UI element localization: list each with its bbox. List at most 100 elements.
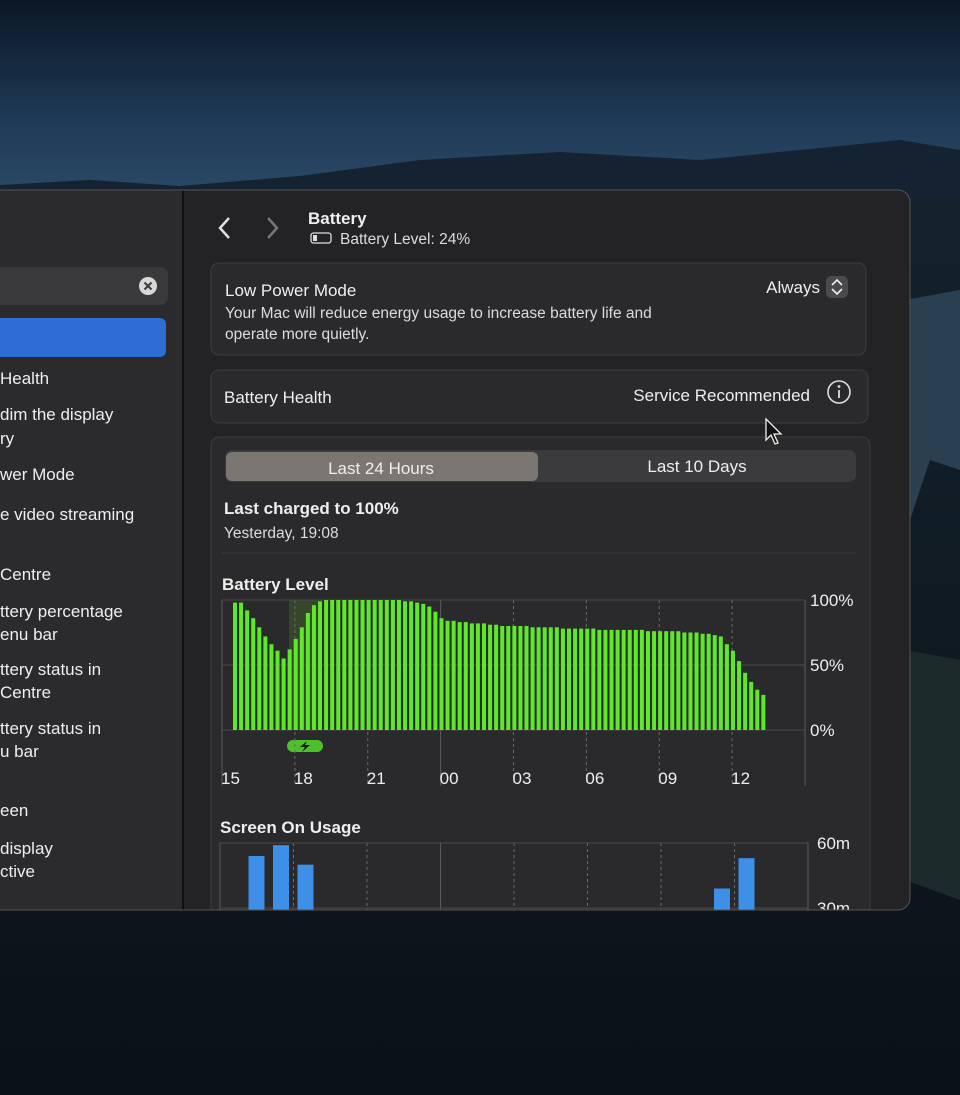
bar bbox=[615, 629, 620, 730]
page-title: Battery bbox=[308, 209, 367, 228]
cliff bbox=[905, 290, 960, 520]
bar bbox=[737, 661, 742, 730]
bar bbox=[342, 600, 347, 730]
last-charged-time: Yesterday, 19:08 bbox=[224, 525, 339, 542]
back-button[interactable] bbox=[218, 217, 230, 239]
bar bbox=[718, 636, 723, 730]
cliff bbox=[905, 650, 960, 900]
bar bbox=[330, 600, 335, 730]
tab[interactable]: Last 10 Days bbox=[647, 457, 746, 476]
bar bbox=[239, 602, 244, 730]
bar bbox=[536, 627, 541, 730]
tab[interactable]: Last 24 Hours bbox=[328, 459, 434, 478]
bar bbox=[281, 658, 286, 730]
bar bbox=[287, 649, 292, 730]
sidebar-item: u bar bbox=[0, 742, 39, 761]
battery-chart: 0% 50% 100% 15 18 21 00 03 06 09 12 bbox=[221, 591, 853, 788]
chart-title: Battery Level bbox=[222, 575, 329, 594]
bar bbox=[738, 858, 755, 910]
usage-chart: 30m 60m bbox=[219, 834, 850, 910]
popup-stepper[interactable] bbox=[826, 276, 848, 298]
bar bbox=[761, 694, 766, 730]
popup-value[interactable]: Always bbox=[766, 278, 820, 297]
bar bbox=[415, 602, 420, 730]
bar bbox=[427, 606, 432, 730]
bar bbox=[724, 644, 729, 730]
bar bbox=[245, 610, 250, 730]
window-border bbox=[0, 189, 911, 911]
bar bbox=[652, 631, 657, 730]
x-tick-label: 03 bbox=[513, 769, 532, 788]
battery-level: Battery Level: 24% bbox=[340, 231, 470, 248]
bar bbox=[457, 622, 462, 730]
bar bbox=[469, 623, 474, 730]
bar bbox=[475, 623, 480, 730]
card bbox=[210, 262, 867, 356]
bar bbox=[560, 628, 565, 730]
x-tick-label: 00 bbox=[440, 769, 459, 788]
bar bbox=[633, 629, 638, 730]
bar bbox=[567, 628, 572, 730]
bar bbox=[324, 600, 329, 730]
bar bbox=[591, 628, 596, 730]
search-field[interactable] bbox=[0, 267, 168, 305]
bar bbox=[585, 628, 590, 730]
bar bbox=[378, 600, 383, 730]
bar bbox=[530, 627, 535, 730]
sidebar-item: ctive bbox=[0, 862, 35, 881]
bar bbox=[269, 644, 274, 730]
bar bbox=[524, 626, 529, 730]
x-tick-label: 12 bbox=[731, 769, 750, 788]
info-button[interactable] bbox=[827, 380, 851, 404]
bar bbox=[548, 627, 553, 730]
sidebar-item: Centre bbox=[0, 683, 51, 702]
x-tick-label: 15 bbox=[221, 769, 240, 788]
bar bbox=[403, 601, 408, 730]
bar bbox=[500, 626, 505, 730]
bar bbox=[233, 602, 237, 730]
sidebar-item: ttery status in bbox=[0, 660, 101, 679]
x-tick-label: 09 bbox=[658, 769, 677, 788]
bar bbox=[706, 633, 711, 730]
bar bbox=[597, 629, 602, 730]
bar bbox=[621, 629, 626, 730]
bar bbox=[445, 620, 450, 730]
bar bbox=[297, 864, 314, 910]
bar bbox=[463, 622, 468, 730]
bar bbox=[348, 600, 353, 730]
bar bbox=[494, 624, 499, 730]
bar bbox=[360, 600, 365, 730]
sidebar-list: Health dim the display ry wer Mode e video s… bbox=[0, 369, 134, 881]
y-tick-label: 50% bbox=[810, 656, 844, 675]
selected-tab[interactable] bbox=[226, 452, 538, 481]
sidebar-item: Health bbox=[0, 369, 49, 388]
setting-title: Low Power Mode bbox=[225, 281, 356, 300]
bar bbox=[421, 603, 426, 730]
y-tick-label: 100% bbox=[810, 591, 853, 610]
forward-button[interactable] bbox=[267, 217, 279, 239]
sidebar-item: Centre bbox=[0, 565, 51, 584]
bar bbox=[488, 624, 493, 730]
bar bbox=[396, 600, 401, 730]
bar bbox=[439, 618, 444, 730]
bar bbox=[573, 628, 578, 730]
bar bbox=[336, 600, 341, 730]
bar bbox=[299, 627, 304, 730]
bar bbox=[481, 623, 486, 730]
bar bbox=[688, 632, 693, 730]
bar bbox=[554, 627, 559, 730]
bar bbox=[645, 631, 650, 730]
setting-description: operate more quietly. bbox=[225, 326, 369, 343]
bar bbox=[318, 601, 323, 730]
bar bbox=[275, 650, 280, 730]
bar bbox=[542, 627, 547, 730]
bar bbox=[293, 639, 298, 730]
mountains bbox=[0, 140, 960, 200]
bar bbox=[755, 689, 760, 730]
setting-description: Your Mac will reduce energy usage to inc… bbox=[225, 305, 652, 322]
bar bbox=[354, 600, 359, 730]
health-status: Service Recommended bbox=[633, 386, 810, 405]
bar bbox=[366, 600, 371, 730]
selected-item[interactable] bbox=[0, 318, 166, 357]
